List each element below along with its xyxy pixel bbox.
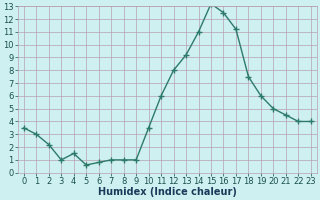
X-axis label: Humidex (Indice chaleur): Humidex (Indice chaleur)	[98, 187, 237, 197]
